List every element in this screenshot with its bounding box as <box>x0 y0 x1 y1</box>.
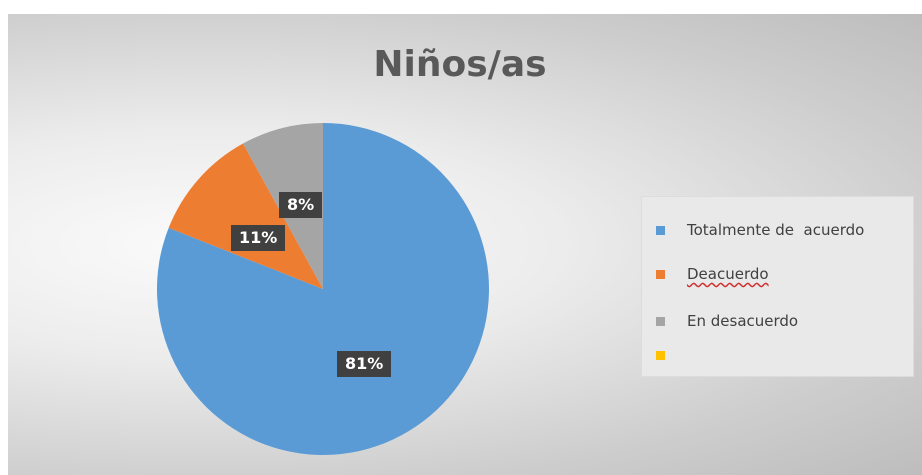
legend-label-totalmente: Totalmente de acuerdo <box>687 221 865 239</box>
legend-item-empty <box>656 344 687 366</box>
legend-item-deacuerdo: Deacuerdo <box>656 263 769 285</box>
legend: Totalmente de acuerdo Deacuerdo En desac… <box>641 196 914 377</box>
data-label-deacuerdo: 11% <box>231 225 286 251</box>
data-label-desacuerdo: 8% <box>279 192 323 218</box>
legend-label-desacuerdo: En desacuerdo <box>687 312 799 330</box>
chart-title: Niños/as <box>373 44 547 85</box>
legend-label-deacuerdo: Deacuerdo <box>687 265 769 283</box>
data-label-totalmente: 81% <box>337 351 392 377</box>
pie-slice-deacuerdo <box>168 143 323 289</box>
legend-swatch-gray <box>656 316 665 326</box>
legend-swatch-orange <box>656 269 665 279</box>
legend-swatch-blue <box>656 225 665 235</box>
legend-item-totalmente: Totalmente de acuerdo <box>656 219 864 241</box>
legend-swatch-yellow <box>656 350 665 360</box>
legend-item-desacuerdo: En desacuerdo <box>656 310 798 332</box>
